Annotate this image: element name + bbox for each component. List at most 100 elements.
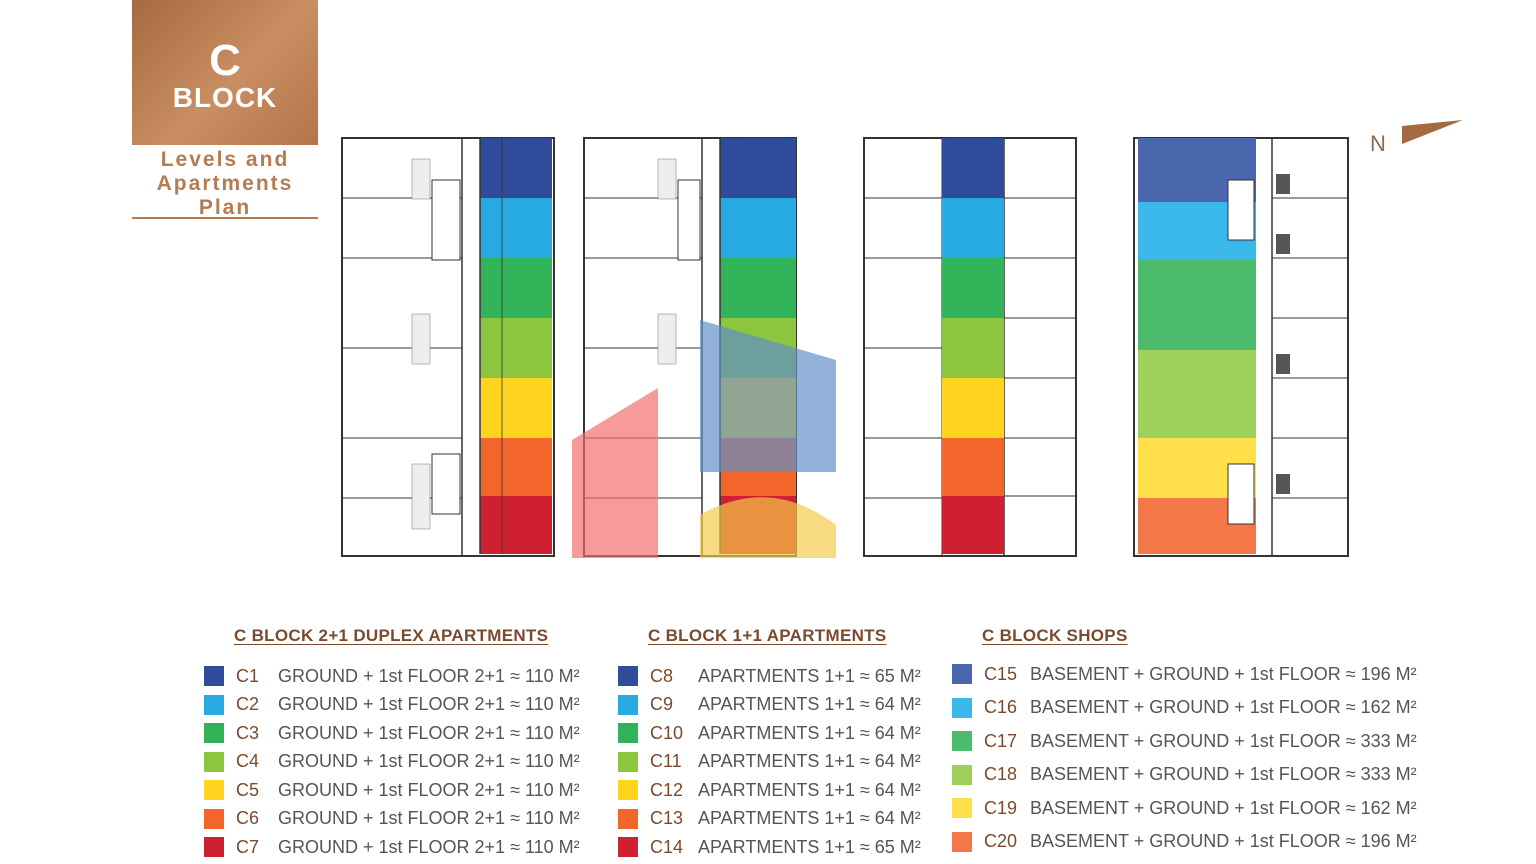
legend-description: BASEMENT + GROUND + 1st FLOOR ≈ 162 M² — [1030, 697, 1417, 717]
legend-item: C20 BASEMENT + GROUND + 1st FLOOR ≈ 196 M… — [952, 830, 1417, 854]
legend-item: C9 APARTMENTS 1+1 ≈ 64 M² — [618, 693, 921, 717]
legend-item: C7 GROUND + 1st FLOOR 2+1 ≈ 110 M² — [204, 835, 580, 859]
legend-swatch — [204, 723, 224, 743]
subtitle-line-1: Levels and — [160, 148, 290, 171]
legend-swatch — [618, 694, 638, 715]
legend-swatch — [952, 664, 972, 684]
legend-code: C18 — [984, 764, 1018, 784]
watermark-logo-icon — [572, 320, 836, 558]
floor-plan-duplex — [341, 137, 555, 557]
apt-c10-area — [720, 258, 796, 318]
legend-item: C6 GROUND + 1st FLOOR 2+1 ≈ 110 M² — [204, 807, 580, 831]
legend-apartments-title: C BLOCK 1+1 APARTMENTS — [648, 626, 887, 645]
legend-item: C10 APARTMENTS 1+1 ≈ 64 M² — [618, 721, 921, 745]
legend-code: C13 — [650, 808, 684, 828]
apt-c9-area — [720, 198, 796, 258]
legend-description: BASEMENT + GROUND + 1st FLOOR ≈ 333 M² — [1030, 730, 1417, 751]
legend-code: C8 — [650, 665, 674, 686]
legend-item: C12 APARTMENTS 1+1 ≈ 64 M² — [618, 778, 921, 802]
legend-description: BASEMENT + GROUND + 1st FLOOR ≈ 333 M² — [1030, 764, 1417, 784]
duplex-c4-area — [480, 318, 552, 378]
legend-code: C16 — [984, 697, 1018, 717]
block-letter: C — [209, 35, 241, 85]
legend-swatch — [618, 837, 638, 857]
legend-code: C4 — [236, 751, 260, 771]
legend-swatch — [618, 808, 638, 829]
legend-code: C7 — [236, 836, 260, 857]
duplex-c1-area — [480, 138, 552, 198]
legend-item: C17 BASEMENT + GROUND + 1st FLOOR ≈ 333 M… — [952, 729, 1417, 753]
legend-swatch — [204, 808, 224, 829]
legend-swatch — [952, 697, 972, 718]
legend-description: APARTMENTS 1+1 ≈ 64 M² — [698, 808, 921, 828]
legend-item: C2 GROUND + 1st FLOOR 2+1 ≈ 110 M² — [204, 693, 580, 717]
legend-item: C5 GROUND + 1st FLOOR 2+1 ≈ 110 M² — [204, 778, 580, 802]
legend-description: GROUND + 1st FLOOR 2+1 ≈ 110 M² — [278, 694, 580, 714]
block-badge: C BLOCK — [132, 0, 318, 145]
legend-swatch — [952, 731, 972, 751]
legend-swatch — [952, 798, 972, 818]
legend-code: C20 — [984, 831, 1018, 851]
subtitle-line-2: Apartments — [156, 172, 294, 195]
legend-description: BASEMENT + GROUND + 1st FLOOR ≈ 196 M² — [1030, 663, 1417, 684]
shop-c18-area — [1138, 350, 1256, 438]
legend-code: C10 — [650, 722, 684, 743]
legend-description: BASEMENT + GROUND + 1st FLOOR ≈ 196 M² — [1030, 831, 1417, 851]
legend-swatch — [204, 780, 224, 800]
legend-item: C8 APARTMENTS 1+1 ≈ 65 M² — [618, 664, 921, 688]
legend-code: C3 — [236, 722, 260, 743]
legend-code: C19 — [984, 797, 1018, 818]
legend-item: C4 GROUND + 1st FLOOR 2+1 ≈ 110 M² — [204, 750, 580, 774]
legend-swatch — [618, 751, 638, 772]
subtitle-line-3: Plan — [198, 196, 252, 219]
legend-swatch — [618, 666, 638, 686]
legend-item: C11 APARTMENTS 1+1 ≈ 64 M² — [618, 750, 921, 774]
legend-code: C12 — [650, 779, 684, 800]
legend-description: GROUND + 1st FLOOR 2+1 ≈ 110 M² — [278, 779, 580, 800]
legend-item: C13 APARTMENTS 1+1 ≈ 64 M² — [618, 807, 921, 831]
compass-label: N — [1370, 131, 1386, 156]
legend-swatch — [204, 751, 224, 772]
legend-swatch — [204, 666, 224, 686]
subtitle-divider — [132, 217, 318, 219]
floor-plan-shops — [1133, 137, 1349, 557]
legend-code: C15 — [984, 663, 1018, 684]
legend-description: APARTMENTS 1+1 ≈ 64 M² — [698, 779, 921, 800]
legend-swatch — [952, 831, 972, 852]
legend-description: GROUND + 1st FLOOR 2+1 ≈ 110 M² — [278, 836, 580, 857]
legend-description: GROUND + 1st FLOOR 2+1 ≈ 110 M² — [278, 808, 580, 828]
floor-plan-first-floor — [863, 137, 1077, 557]
legend-item: C1 GROUND + 1st FLOOR 2+1 ≈ 110 M² — [204, 664, 580, 688]
legend-item: C15 BASEMENT + GROUND + 1st FLOOR ≈ 196 M… — [952, 662, 1417, 686]
legend-description: APARTMENTS 1+1 ≈ 64 M² — [698, 694, 921, 714]
legend-item: C14 APARTMENTS 1+1 ≈ 65 M² — [618, 835, 921, 859]
legend-code: C5 — [236, 779, 260, 800]
legend-code: C17 — [984, 730, 1018, 751]
legend-description: APARTMENTS 1+1 ≈ 64 M² — [698, 751, 921, 771]
legend-swatch — [204, 694, 224, 715]
legend-duplex-title: C BLOCK 2+1 DUPLEX APARTMENTS — [234, 626, 549, 645]
legend-description: GROUND + 1st FLOOR 2+1 ≈ 110 M² — [278, 751, 580, 771]
legend-item: C19 BASEMENT + GROUND + 1st FLOOR ≈ 162 M… — [952, 796, 1417, 820]
legend-description: GROUND + 1st FLOOR 2+1 ≈ 110 M² — [278, 665, 580, 686]
legend-swatch — [952, 764, 972, 785]
duplex-c2-area — [480, 198, 552, 258]
legend-swatch — [618, 780, 638, 800]
legend-shops-title: C BLOCK SHOPS — [982, 626, 1128, 645]
legend-item: C16 BASEMENT + GROUND + 1st FLOOR ≈ 162 M… — [952, 696, 1417, 720]
duplex-c7-area — [480, 496, 552, 554]
legend-code: C6 — [236, 808, 260, 828]
legend-code: C14 — [650, 836, 684, 857]
legend-description: APARTMENTS 1+1 ≈ 64 M² — [698, 722, 921, 743]
legend-swatch — [618, 723, 638, 743]
shop-c17-area — [1138, 260, 1256, 350]
north-compass-icon: N — [1370, 120, 1463, 156]
legend-code: C1 — [236, 665, 260, 686]
legend-item: C3 GROUND + 1st FLOOR 2+1 ≈ 110 M² — [204, 721, 580, 745]
legend-description: APARTMENTS 1+1 ≈ 65 M² — [698, 836, 921, 857]
duplex-c6-area — [480, 438, 552, 496]
legend-description: BASEMENT + GROUND + 1st FLOOR ≈ 162 M² — [1030, 797, 1417, 818]
apt-c8-area — [720, 138, 796, 198]
legend-swatch — [204, 837, 224, 857]
duplex-c3-area — [480, 258, 552, 318]
